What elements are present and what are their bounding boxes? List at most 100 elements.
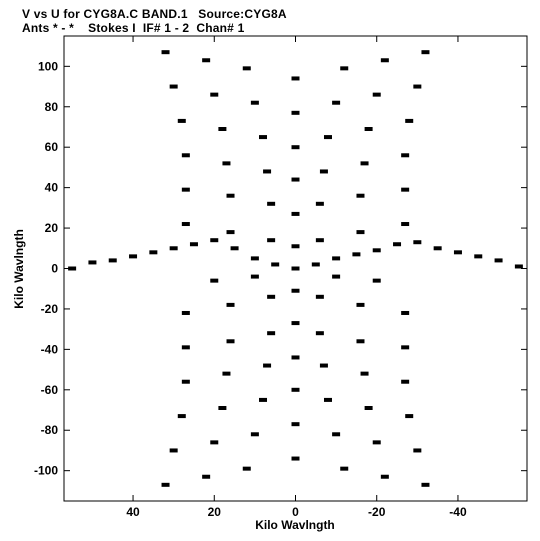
data-point	[222, 371, 231, 376]
data-point	[250, 274, 259, 279]
chart-title-line-1: V vs U for CYG8A.C BAND.1 Source:CYG8A	[22, 7, 287, 21]
data-point	[332, 274, 341, 279]
data-point	[271, 262, 280, 267]
data-point	[380, 474, 389, 479]
y-tick-label: 80	[45, 100, 59, 114]
data-point	[315, 331, 324, 336]
data-point	[360, 371, 369, 376]
data-point	[340, 66, 349, 71]
data-point	[315, 201, 324, 206]
y-tick-label: 20	[45, 221, 59, 235]
data-point	[226, 302, 235, 307]
data-point	[291, 110, 300, 115]
x-axis-ticks: 40 20 0 -20 -40	[126, 36, 467, 519]
data-point	[453, 250, 462, 255]
data-point	[218, 127, 227, 131]
data-point	[401, 345, 410, 350]
data-point	[323, 135, 332, 140]
data-point	[291, 145, 300, 150]
data-point	[202, 58, 211, 63]
data-point	[401, 222, 410, 227]
data-point	[250, 256, 259, 261]
data-point	[421, 50, 430, 55]
data-point	[405, 118, 414, 123]
data-point	[202, 474, 211, 479]
data-point	[291, 244, 300, 249]
data-point	[291, 76, 300, 81]
data-point	[181, 187, 190, 192]
y-tick-label: -100	[34, 464, 58, 478]
y-tick-label: -80	[41, 423, 59, 437]
y-axis-label: Kilo Wavlngth	[12, 229, 26, 309]
data-point	[181, 153, 190, 158]
x-axis-label: Kilo Wavlngth	[255, 518, 335, 532]
data-point	[319, 169, 328, 174]
y-tick-label: 100	[38, 59, 58, 73]
data-point	[230, 246, 239, 251]
x-tick-label: 0	[292, 505, 299, 519]
data-point	[291, 211, 300, 216]
data-point	[291, 387, 300, 392]
data-point	[360, 161, 369, 166]
data-point	[356, 302, 365, 307]
data-point	[291, 456, 300, 461]
data-point	[250, 432, 259, 437]
data-point	[413, 240, 422, 245]
y-tick-label: -60	[41, 383, 59, 397]
data-point	[319, 363, 328, 368]
data-point	[372, 278, 381, 283]
x-tick-label: 20	[208, 505, 222, 519]
data-point	[433, 246, 442, 251]
y-tick-label: 40	[45, 181, 59, 195]
data-point	[181, 345, 190, 350]
data-point	[291, 422, 300, 427]
data-point	[210, 440, 219, 445]
y-axis-ticks: 100 80 60 40 20 0 -20 -40 -60 -80 -100	[34, 59, 527, 478]
data-point	[474, 254, 483, 259]
data-point	[413, 84, 422, 89]
data-point	[189, 242, 198, 247]
data-point	[210, 92, 219, 97]
data-point	[88, 260, 97, 265]
data-point	[401, 379, 410, 384]
data-point	[405, 414, 414, 419]
data-point	[311, 262, 320, 267]
data-point	[177, 118, 186, 123]
data-point	[356, 230, 365, 235]
data-point	[401, 187, 410, 192]
data-point	[401, 153, 410, 158]
data-point	[210, 238, 219, 243]
data-point	[242, 466, 251, 471]
data-point	[380, 58, 389, 63]
data-point	[413, 448, 422, 453]
data-point	[291, 355, 300, 360]
data-point	[263, 169, 272, 174]
data-point	[108, 258, 117, 263]
data-point	[222, 161, 231, 166]
data-point	[129, 254, 138, 259]
data-point	[372, 440, 381, 445]
data-point	[401, 310, 410, 315]
data-point	[226, 193, 235, 198]
data-point	[259, 397, 268, 402]
data-point	[332, 100, 341, 105]
data-point	[149, 250, 158, 255]
data-points	[68, 50, 523, 487]
data-point	[181, 222, 190, 227]
data-point	[352, 252, 361, 257]
data-point	[267, 201, 276, 206]
data-point	[263, 363, 272, 368]
data-point	[315, 238, 324, 243]
data-point	[177, 414, 186, 419]
data-point	[393, 242, 402, 247]
data-point	[169, 84, 178, 89]
data-point	[291, 177, 300, 182]
data-point	[181, 310, 190, 315]
data-point	[514, 264, 523, 269]
data-point	[332, 432, 341, 437]
data-point	[218, 406, 227, 410]
data-point	[250, 100, 259, 105]
data-point	[226, 230, 235, 235]
x-tick-label: -20	[368, 505, 386, 519]
